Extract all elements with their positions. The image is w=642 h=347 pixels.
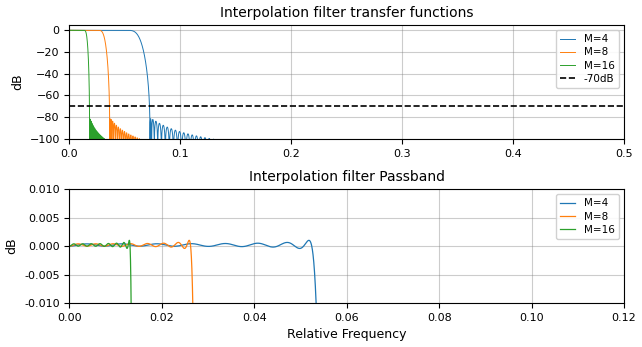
M=4 <box>274 244 282 248</box>
Y-axis label: dB: dB <box>6 238 19 254</box>
M=8 <box>408 142 416 146</box>
M=16 <box>315 142 322 146</box>
M=16 <box>82 244 90 248</box>
M=16 <box>65 28 73 32</box>
Line: M=8: M=8 <box>69 240 363 347</box>
Legend: M=4, M=8, M=16, -70dB: M=4, M=8, M=16, -70dB <box>556 30 619 88</box>
Line: M=16: M=16 <box>69 240 218 347</box>
M=16 <box>65 244 73 248</box>
M=8 <box>65 28 73 32</box>
M=4 <box>620 142 628 146</box>
M=4 <box>315 142 322 146</box>
M=4 <box>438 142 446 146</box>
M=16 <box>86 142 94 146</box>
M=4 <box>508 142 516 146</box>
M=4 <box>203 244 211 248</box>
M=8 <box>152 245 159 249</box>
Line: M=8: M=8 <box>69 30 624 144</box>
M=4 <box>305 238 313 243</box>
M=8 <box>93 28 101 32</box>
Line: M=4: M=4 <box>69 240 642 347</box>
M=8 <box>315 142 322 146</box>
M=8 <box>620 142 628 146</box>
M=16 <box>508 142 516 146</box>
M=4 <box>146 142 154 146</box>
Y-axis label: dB: dB <box>11 74 24 90</box>
Line: M=16: M=16 <box>69 30 624 144</box>
M=4 <box>123 28 131 32</box>
M=4 <box>275 142 282 146</box>
M=16 <box>80 28 88 32</box>
M=16 <box>93 130 101 134</box>
M=8 <box>508 142 516 146</box>
M=8 <box>94 28 102 32</box>
Legend: M=4, M=8, M=16: M=4, M=8, M=16 <box>556 194 619 239</box>
M=8 <box>438 142 446 146</box>
M=8 <box>65 244 73 248</box>
X-axis label: Relative Frequency: Relative Frequency <box>287 329 406 341</box>
M=4 <box>93 28 101 32</box>
M=16 <box>408 142 416 146</box>
M=16 <box>620 142 628 146</box>
M=4 <box>65 244 73 248</box>
M=8 <box>106 142 114 146</box>
M=16 <box>275 142 282 146</box>
M=8 <box>186 238 193 243</box>
M=16 <box>125 238 133 243</box>
M=16 <box>438 142 446 146</box>
M=8 <box>275 142 282 146</box>
Line: M=4: M=4 <box>69 30 624 144</box>
Title: Interpolation filter Passband: Interpolation filter Passband <box>248 170 445 184</box>
Title: Interpolation filter transfer functions: Interpolation filter transfer functions <box>220 6 474 19</box>
M=4 <box>408 142 416 146</box>
M=4 <box>65 28 73 32</box>
